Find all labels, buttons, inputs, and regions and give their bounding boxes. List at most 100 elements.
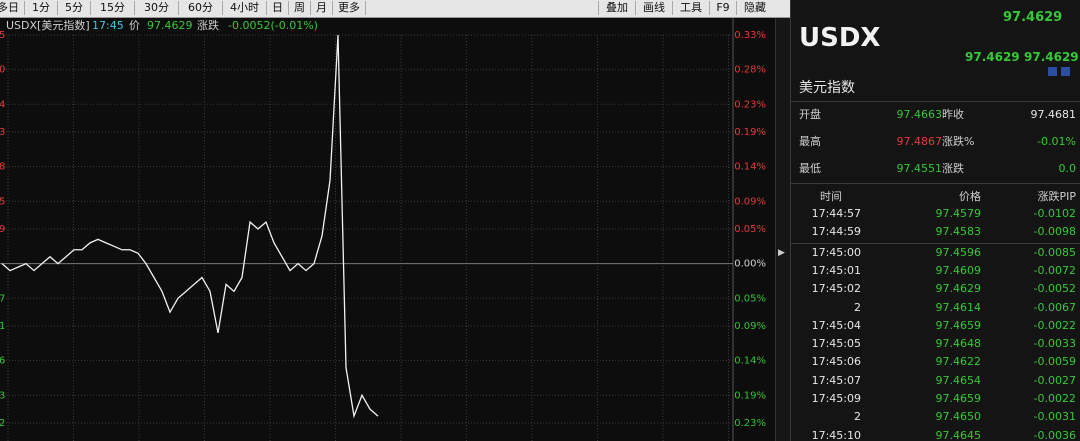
tick-header: 时间 xyxy=(820,190,842,203)
info-name: USDX[美元指数] xyxy=(6,19,90,32)
info-time: 17:45 xyxy=(92,19,124,32)
timeframe-button[interactable]: 月 xyxy=(311,1,333,15)
left-tick-fragment: 2 xyxy=(0,418,5,429)
tick-cell: 97.4614 xyxy=(935,300,982,314)
tick-cell: 17:44:59 xyxy=(811,225,861,239)
tick-cell: 17:45:07 xyxy=(811,373,861,387)
timeframe-button[interactable]: 4小时 xyxy=(223,1,267,15)
stat-cell: 最低 xyxy=(799,162,821,175)
stat-cell: 开盘 xyxy=(799,108,821,121)
tick-cell: 97.4659 xyxy=(935,318,982,332)
y-tick-label: 0.09% xyxy=(734,196,766,207)
tick-cell: 17:45:00 xyxy=(811,245,861,259)
tick-cell: -0.0098 xyxy=(1033,225,1076,239)
tick-cell: 97.4659 xyxy=(935,392,982,405)
timeframe-button[interactable]: 15分 xyxy=(91,1,135,15)
tool-button[interactable]: F9 xyxy=(709,1,736,15)
timeframe-button[interactable]: 更多 xyxy=(333,1,366,15)
stat-cell: 97.4551 xyxy=(896,162,943,175)
stat-cell: 涨跌% xyxy=(942,135,975,148)
tick-cell: -0.0036 xyxy=(1033,428,1076,441)
divider xyxy=(791,101,1080,102)
y-tick-label: 0.14% xyxy=(734,356,766,367)
tick-cell: -0.0059 xyxy=(1033,355,1076,369)
tool-button[interactable]: 隐藏 xyxy=(736,1,773,15)
y-tick-label: 0.23% xyxy=(734,99,766,110)
tick-cell: 17:45:04 xyxy=(811,318,861,332)
tick-cell: 2 xyxy=(854,300,861,314)
timeframe-button[interactable]: 1分 xyxy=(25,1,58,15)
tick-cell: 97.4648 xyxy=(935,337,982,351)
tick-cell: -0.0085 xyxy=(1033,245,1076,259)
ask-price: 97.4629 xyxy=(1024,50,1079,64)
tick-cell: -0.0033 xyxy=(1033,337,1076,351)
tick-cell: -0.0027 xyxy=(1033,373,1076,387)
timeframe-button[interactable]: 多日 xyxy=(0,1,25,15)
symbol: USDX xyxy=(799,23,881,53)
stat-cell: 涨跌 xyxy=(942,162,964,175)
tick-cell: 97.4579 xyxy=(935,207,982,220)
tick-cell: 97.4609 xyxy=(935,263,982,277)
y-tick-label: 0.19% xyxy=(734,390,766,401)
stat-cell: 97.4663 xyxy=(896,108,943,121)
tick-cell: 97.4583 xyxy=(935,225,982,239)
timeframe-button[interactable]: 周 xyxy=(289,1,311,15)
divider xyxy=(791,243,1080,244)
left-tick-fragment: 8 xyxy=(0,162,5,173)
quote-panel: 97.4629 USDX 97.4629 97.4629 美元指数开盘 97.4663 昨收… xyxy=(790,0,1080,441)
y-tick-label: 0.14% xyxy=(734,162,766,173)
left-tick-fragment: 0 xyxy=(0,65,5,76)
stat-cell: -0.01% xyxy=(1037,135,1076,148)
stat-cell: 97.4867 xyxy=(896,135,943,148)
tick-header: 涨跌PIP xyxy=(1037,190,1076,203)
tool-button[interactable]: 工具 xyxy=(672,1,709,15)
timeframe-button[interactable]: 5分 xyxy=(58,1,91,15)
left-tick-fragment: 3 xyxy=(0,390,5,401)
left-tick-fragment: 9 xyxy=(0,224,5,235)
left-tick-fragment: 3 xyxy=(0,127,5,138)
tick-cell: 17:45:10 xyxy=(811,428,861,441)
y-tick-label: 0.19% xyxy=(734,127,766,138)
timeframe-button[interactable]: 30分 xyxy=(135,1,179,15)
tick-cell: -0.0022 xyxy=(1033,318,1076,332)
stat-cell: 最高 xyxy=(799,135,821,148)
tick-cell: 97.4596 xyxy=(935,245,982,259)
left-tick-fragment: 7 xyxy=(0,293,5,304)
tick-cell: 97.4629 xyxy=(935,282,982,296)
y-tick-label: 0.23% xyxy=(734,418,766,429)
add-icon[interactable] xyxy=(1061,67,1070,76)
stat-cell: 昨收 xyxy=(942,108,964,121)
left-tick-fragment: 5 xyxy=(0,30,5,41)
tick-cell: 17:45:06 xyxy=(811,355,861,369)
price-line xyxy=(1,34,379,419)
y-tick-label: 0.09% xyxy=(734,321,766,332)
last-price: 97.4629 xyxy=(1003,10,1063,25)
y-tick-label: 0.28% xyxy=(734,65,766,76)
tool-button[interactable]: 叠加 xyxy=(598,1,635,15)
tick-cell: -0.0067 xyxy=(1033,300,1076,314)
stat-cell: 0.0 xyxy=(1058,162,1077,175)
info-price-label: 价 xyxy=(129,19,140,32)
timeframe-button[interactable]: 60分 xyxy=(179,1,223,15)
tick-cell: 17:44:57 xyxy=(811,207,861,220)
tick-header: 价格 xyxy=(959,190,981,203)
info-change-label: 涨跌 xyxy=(197,19,219,32)
name: 美元指数 xyxy=(799,80,855,96)
collapse-arrow[interactable]: ▶ xyxy=(778,248,785,258)
side-toggle-strip: ▶ xyxy=(775,18,790,441)
stat-cell: 97.4681 xyxy=(1030,108,1077,121)
left-tick-fragment: 5 xyxy=(0,196,5,207)
tool-button[interactable]: 画线 xyxy=(635,1,672,15)
tick-cell: 2 xyxy=(854,410,861,424)
left-tick-fragment: 1 xyxy=(0,321,5,332)
tick-cell: 97.4622 xyxy=(935,355,982,369)
bid-price: 97.4629 xyxy=(965,50,1020,64)
tick-cell: -0.0072 xyxy=(1033,263,1076,277)
alert-icon[interactable] xyxy=(1048,67,1057,76)
tick-cell: 17:45:09 xyxy=(811,392,861,405)
timeframe-button[interactable]: 日 xyxy=(267,1,289,15)
y-tick-label: 0.33% xyxy=(734,30,766,41)
chart: 0.33% 5 0.28% 0 0.23% 4 0.19% 3 0.14% 8 0.09% 5 0.05… xyxy=(0,18,766,441)
y-tick-label: 0.00% xyxy=(734,259,766,270)
